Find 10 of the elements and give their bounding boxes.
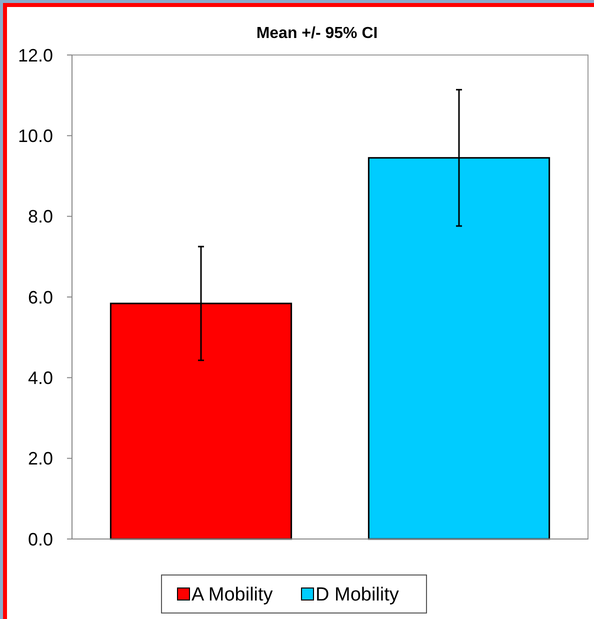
chart-title: Mean +/- 95% CI bbox=[256, 25, 378, 42]
y-tick-label: 6.0 bbox=[28, 287, 53, 308]
y-tick-label: 10.0 bbox=[18, 126, 53, 146]
y-tick-label: 12.0 bbox=[18, 45, 53, 66]
y-tick-label: 8.0 bbox=[28, 206, 53, 227]
y-tick-label: 4.0 bbox=[28, 368, 53, 388]
y-tick-label: 2.0 bbox=[28, 448, 53, 469]
y-tick-label: 0.0 bbox=[28, 529, 53, 550]
legend-label: D Mobility bbox=[316, 584, 400, 606]
legend-label: A Mobility bbox=[192, 584, 274, 606]
